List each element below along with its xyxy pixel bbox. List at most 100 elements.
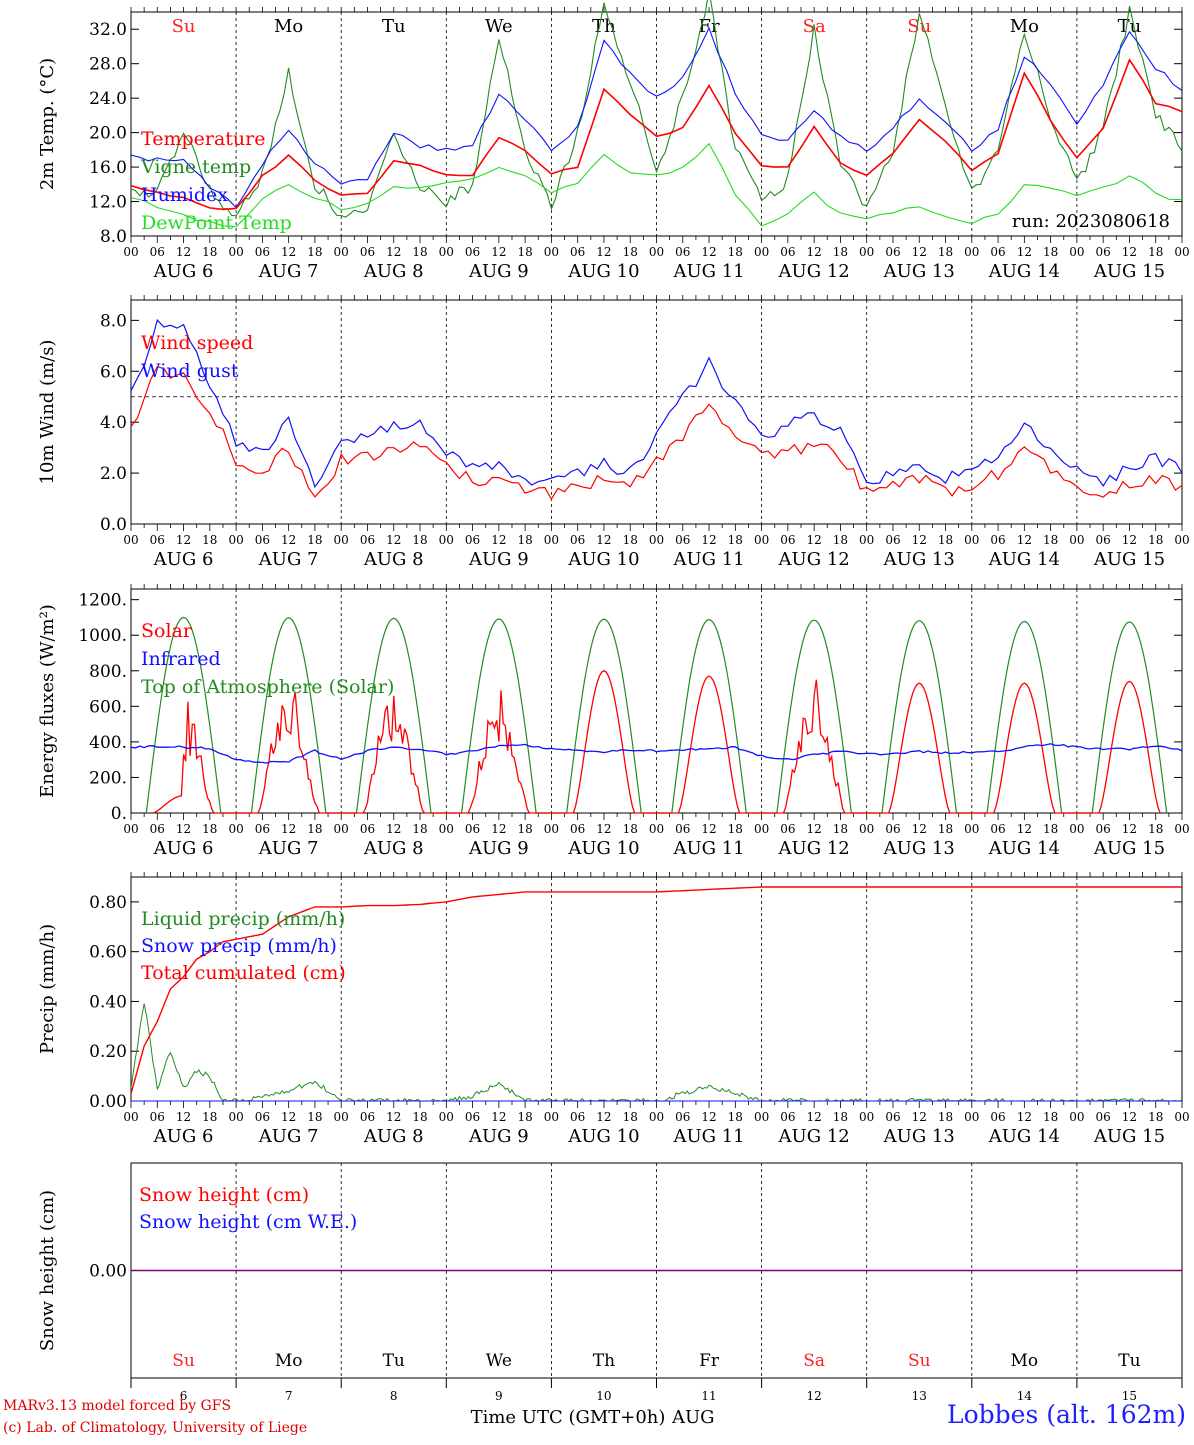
y-tick-label: 0.40 [89,992,127,1012]
y-tick-label: 0.00 [89,1092,127,1112]
hour-tick-label: 00 [754,245,769,259]
hour-tick-label: 06 [780,245,795,259]
hour-tick-label: 00 [964,245,979,259]
hour-tick-label: 00 [1069,1110,1084,1124]
hour-tick-label: 06 [255,1110,270,1124]
day-label: AUG 9 [468,1126,529,1147]
hour-tick-label: 06 [990,822,1005,836]
y-tick-label: 16.0 [89,158,127,178]
hour-tick-label: 00 [228,533,243,547]
hour-tick-label: 12 [701,533,716,547]
day-label: AUG 10 [567,838,639,859]
hour-tick-label: 00 [123,245,138,259]
temp-series-temperature [130,58,1183,211]
hour-tick-label: 18 [517,533,532,547]
hour-tick-label: 00 [1174,822,1189,836]
hour-tick-label: 06 [570,533,585,547]
y-tick-label: 28.0 [89,55,127,75]
hour-tick-label: 12 [281,245,296,259]
hour-tick-label: 18 [833,1110,848,1124]
hour-tick-label: 00 [754,1110,769,1124]
hour-tick-label: 18 [1148,533,1163,547]
hour-tick-label: 12 [281,533,296,547]
hour-tick-label: 00 [964,1110,979,1124]
hour-tick-label: 12 [176,1110,191,1124]
legend-entry: Top of Atmosphere (Solar) [141,676,394,698]
day-number-label: 12 [807,1389,822,1403]
hour-tick-label: 12 [1122,822,1137,836]
y-tick-label: 20.0 [89,124,127,144]
day-label: AUG 6 [153,261,214,282]
hour-tick-label: 12 [596,533,611,547]
hour-tick-label: 00 [859,822,874,836]
weekday-label: Mo [275,1351,303,1371]
weekday-label: Th [593,1351,615,1371]
y-axis-title: 2m Temp. (°C) [37,58,58,190]
hour-tick-label: 18 [938,1110,953,1124]
hour-tick-label: 00 [123,1110,138,1124]
y-tick-label: 4.0 [100,413,127,433]
y-tick-label: 0.60 [89,943,127,963]
solar-line [152,670,1161,814]
hour-tick-label: 00 [1069,822,1084,836]
panel-frame-2 [130,588,1183,814]
hour-tick-label: 18 [728,822,743,836]
weekday-label: Tu [1118,1351,1140,1371]
hour-tick-label: 18 [307,822,322,836]
hour-tick-label: 00 [439,533,454,547]
hour-tick-label: 12 [491,1110,506,1124]
hour-tick-label: 06 [255,245,270,259]
hour-tick-label: 00 [228,245,243,259]
hour-tick-label: 06 [990,533,1005,547]
day-label: AUG 11 [672,838,744,859]
y-tick-label: 0.20 [89,1042,127,1062]
hour-tick-label: 00 [1174,245,1189,259]
hour-tick-label: 12 [701,245,716,259]
hour-tick-label: 00 [859,533,874,547]
hour-tick-label: 12 [1122,533,1137,547]
day-label: AUG 13 [883,838,955,859]
day-label: AUG 14 [988,549,1060,570]
day-label: AUG 14 [988,1126,1060,1147]
day-label: AUG 15 [1093,549,1165,570]
hour-tick-label: 00 [334,533,349,547]
hour-tick-label: 00 [544,533,559,547]
day-number-label: 6 [180,1389,188,1403]
day-label: AUG 9 [468,261,529,282]
y-tick-label: 200. [89,768,127,788]
hour-tick-label: 06 [150,245,165,259]
y-tick-label: 8.0 [100,311,127,331]
hour-tick-label: 18 [1043,1110,1058,1124]
hour-tick-label: 18 [728,1110,743,1124]
hour-tick-label: 06 [255,822,270,836]
y-tick-label: 1000. [78,626,127,646]
legend-entry: Total cumulated (cm) [141,962,346,984]
hour-tick-label: 12 [596,822,611,836]
hour-tick-label: 18 [307,533,322,547]
hour-tick-label: 12 [1017,822,1032,836]
hour-tick-label: 12 [912,245,927,259]
day-label: AUG 12 [778,1126,850,1147]
hour-tick-label: 18 [202,1110,217,1124]
hour-tick-label: 00 [123,822,138,836]
temp-series-humidex [130,26,1183,209]
hour-tick-label: 12 [281,822,296,836]
hour-tick-label: 18 [1148,1110,1163,1124]
hour-tick-label: 00 [228,822,243,836]
hour-tick-label: 12 [176,533,191,547]
y-tick-label: 0.0 [100,515,127,535]
run-annotation: run: 2023080618 [1012,211,1170,232]
hour-tick-label: 12 [386,822,401,836]
hour-tick-label: 06 [885,245,900,259]
day-number-label: 15 [1122,1389,1137,1403]
hour-tick-label: 12 [701,1110,716,1124]
hour-tick-label: 12 [1122,245,1137,259]
hour-tick-label: 12 [386,245,401,259]
weekday-label: Mo [1011,1351,1039,1371]
temp-series-dewpoint-temp [130,142,1183,228]
hour-tick-label: 18 [202,822,217,836]
hour-tick-label: 18 [1148,822,1163,836]
hour-tick-label: 18 [623,533,638,547]
weekday-label: Su [908,1351,931,1371]
y-tick-label: 1200. [78,591,127,611]
